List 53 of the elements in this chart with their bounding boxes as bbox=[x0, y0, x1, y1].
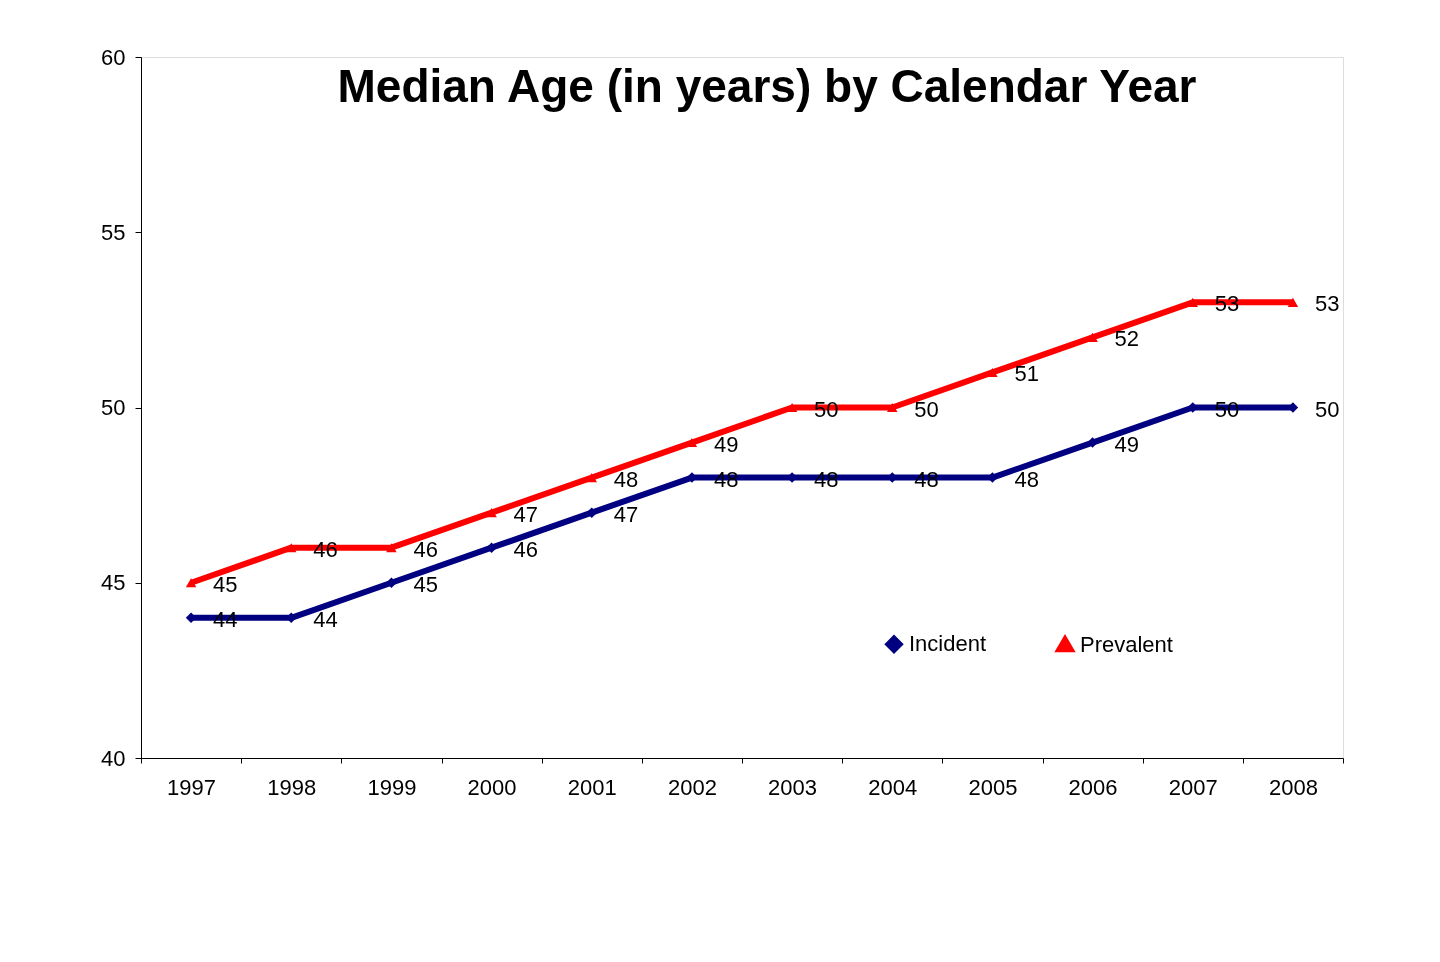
data-label: 48 bbox=[613, 466, 639, 492]
x-tick-label: 2002 bbox=[667, 774, 717, 800]
legend-label: Incident bbox=[909, 631, 987, 657]
x-tick-label: 2000 bbox=[467, 774, 517, 800]
data-label: 49 bbox=[1114, 431, 1140, 457]
point bbox=[386, 543, 397, 553]
data-label: 47 bbox=[613, 501, 639, 527]
data-label: 47 bbox=[513, 501, 539, 527]
chart-title: Median Age (in years) by Calendar Year bbox=[337, 60, 1197, 112]
x-tick-label: 1997 bbox=[167, 774, 217, 800]
point bbox=[1087, 332, 1098, 342]
x-tick-label: 2007 bbox=[1168, 774, 1218, 800]
data-label: 48 bbox=[814, 466, 839, 492]
x-tick-label: 2008 bbox=[1268, 774, 1318, 800]
data-label: 44 bbox=[313, 606, 338, 632]
legend-label: Prevalent bbox=[1080, 631, 1173, 657]
data-label: 50 bbox=[1214, 396, 1240, 422]
data-label: 51 bbox=[1014, 361, 1039, 387]
data-label: 48 bbox=[914, 466, 939, 492]
y-tick-label: 40 bbox=[101, 745, 126, 771]
data-label: 45 bbox=[413, 571, 438, 597]
x-tick-label: 2001 bbox=[567, 774, 617, 800]
data-label: 45 bbox=[213, 571, 238, 597]
x-tick-label: 1998 bbox=[267, 774, 317, 800]
data-label: 52 bbox=[1114, 326, 1140, 352]
point bbox=[586, 473, 597, 483]
data-label: 46 bbox=[513, 536, 539, 562]
data-label: 49 bbox=[713, 431, 739, 457]
y-tick-label: 55 bbox=[101, 219, 126, 245]
data-label: 50 bbox=[914, 396, 939, 422]
x-tick-label: 2004 bbox=[868, 774, 918, 800]
data-label: 48 bbox=[1014, 466, 1039, 492]
point bbox=[386, 577, 397, 588]
x-tick-label: 2003 bbox=[768, 774, 818, 800]
data-label: 53 bbox=[1314, 291, 1340, 317]
point bbox=[887, 402, 898, 413]
y-tick-label: 50 bbox=[101, 395, 126, 420]
data-label: 44 bbox=[213, 606, 238, 632]
point bbox=[987, 367, 998, 377]
point bbox=[286, 543, 297, 553]
y-tick-label: 60 bbox=[101, 44, 126, 70]
data-label: 46 bbox=[313, 536, 338, 562]
data-label: 48 bbox=[713, 466, 739, 492]
point bbox=[1287, 297, 1299, 307]
x-tick-label: 2005 bbox=[968, 774, 1018, 800]
point bbox=[486, 508, 497, 518]
x-tick-label: 2006 bbox=[1068, 774, 1118, 800]
data-label: 50 bbox=[1314, 396, 1340, 422]
data-label: 50 bbox=[814, 396, 839, 422]
y-tick-label: 45 bbox=[101, 570, 126, 596]
point bbox=[185, 578, 197, 588]
data-label: 46 bbox=[413, 536, 438, 562]
x-tick-label: 1999 bbox=[367, 774, 417, 800]
